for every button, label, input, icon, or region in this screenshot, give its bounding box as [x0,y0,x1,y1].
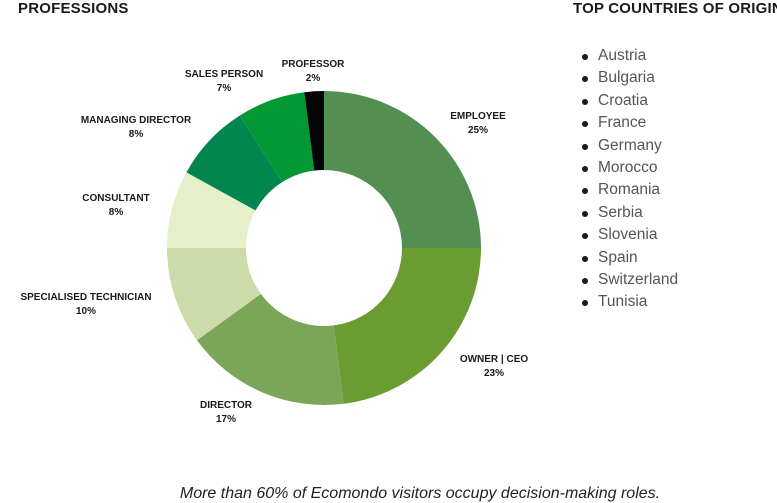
countries-heading: TOP COUNTRIES OF ORIGIN [573,0,777,17]
slice-value-label: 8% [109,207,124,218]
slice-label: CONSULTANT [82,193,149,204]
country-item: Germany [580,135,678,157]
professions-donut-chart: EMPLOYEE 25% OWNER | CEO 23% DIRECTOR 17% SPEC… [20,59,529,425]
slice-label: OWNER | CEO [460,354,529,365]
professions-heading: PROFESSIONS [18,0,129,17]
slice-managing-director [186,115,283,211]
slice-value-label: 7% [217,83,232,94]
slice-value-label: 10% [76,306,96,317]
slice-label: SALES PERSON [185,69,263,80]
slice-value-label: 17% [216,414,236,425]
country-item: Spain [580,247,678,269]
slice-sales-person [239,92,315,183]
country-item: Switzerland [580,269,678,291]
slice-owner-ceo [333,248,481,404]
country-item: Romania [580,179,678,201]
slice-value-label: 2% [306,73,321,84]
slice-label: DIRECTOR [200,400,253,411]
slice-label: MANAGING DIRECTOR [81,115,192,126]
country-item: Croatia [580,90,678,112]
country-item: Serbia [580,202,678,224]
slice-employee [324,91,481,248]
slice-label: PROFESSOR [282,59,346,70]
slice-value-label: 23% [484,368,504,379]
slice-consultant [167,172,256,248]
slice-value-label: 25% [468,125,488,136]
country-item: Morocco [580,157,678,179]
country-item: Slovenia [580,224,678,246]
country-item: France [580,112,678,134]
slice-value-label: 8% [129,129,144,140]
slice-label: EMPLOYEE [450,111,506,122]
countries-list: Austria Bulgaria Croatia France Germany Moroc… [580,45,678,314]
slice-specialised-technician [167,248,261,341]
caption: More than 60% of Ecomondo visitors occup… [179,485,661,502]
country-item: Bulgaria [580,67,678,89]
country-item: Austria [580,45,678,67]
slice-director [196,293,344,405]
country-item: Tunisia [580,291,678,313]
slice-professor [304,91,324,171]
slice-label: SPECIALISED TECHNICIAN [20,292,151,303]
